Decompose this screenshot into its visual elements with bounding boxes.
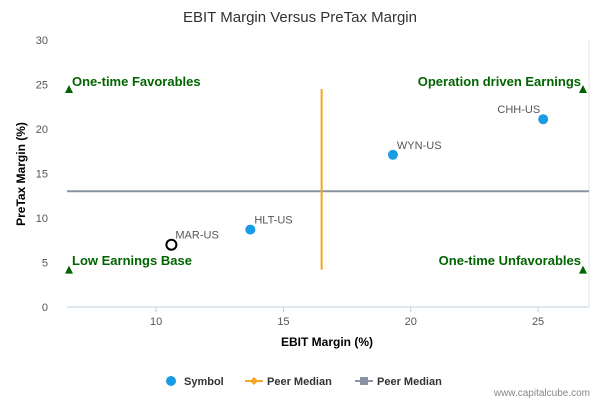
triangle-marker-top-right [579,84,587,93]
y-axis-ticks: 0 5 10 15 20 25 30 [36,35,48,314]
y-tick-label: 10 [36,213,48,225]
triangle-marker-bottom-left [65,265,73,274]
quadrant-label-top-right: Operation driven Earnings [418,74,581,89]
credit-text: www.capitalcube.com [493,388,590,399]
x-axis-ticks: 10 15 20 25 [150,307,544,328]
triangle-marker-bottom-right [579,265,587,274]
x-tick-label: 10 [150,316,162,328]
x-tick-label: 25 [532,316,544,328]
point-label-hlt-us: HLT-US [254,215,292,227]
legend-median-x-marker [250,377,258,385]
legend-symbol-marker [166,376,176,386]
y-axis-title: PreTax Margin (%) [14,122,28,226]
point-mar-us [165,238,178,251]
legend-median-y-label: Peer Median [377,376,442,388]
legend-symbol-label: Symbol [184,376,224,388]
y-tick-label: 15 [36,169,48,181]
legend: Symbol Peer Median Peer Median [166,376,442,388]
point-label-mar-us: MAR-US [175,230,218,242]
x-axis-title: EBIT Margin (%) [281,335,373,349]
quadrant-label-bottom-left: Low Earnings Base [72,253,192,268]
point-hlt-us [245,224,256,235]
chart-title: EBIT Margin Versus PreTax Margin [183,9,417,26]
point-wyn-us [387,149,398,160]
x-tick-label: 20 [405,316,417,328]
quadrant-labels: One-time Favorables Operation driven Earn… [65,74,587,274]
y-tick-label: 30 [36,35,48,47]
y-tick-label: 20 [36,124,48,136]
quadrant-label-bottom-right: One-time Unfavorables [439,253,581,268]
legend-median-y-marker [360,377,368,385]
plot-area [67,40,590,308]
y-tick-label: 5 [42,258,48,270]
triangle-marker-top-left [65,84,73,93]
y-tick-label: 25 [36,80,48,92]
peer-median-lines [67,88,589,270]
point-chh-us [538,114,549,125]
x-tick-label: 15 [277,316,289,328]
quadrant-label-top-left: One-time Favorables [72,74,201,89]
y-tick-label: 0 [42,302,48,314]
point-label-wyn-us: WYN-US [397,140,442,152]
point-label-chh-us: CHH-US [497,104,540,116]
legend-median-x-label: Peer Median [267,376,332,388]
data-points: CHH-US WYN-US HLT-US MAR-US [165,104,549,251]
